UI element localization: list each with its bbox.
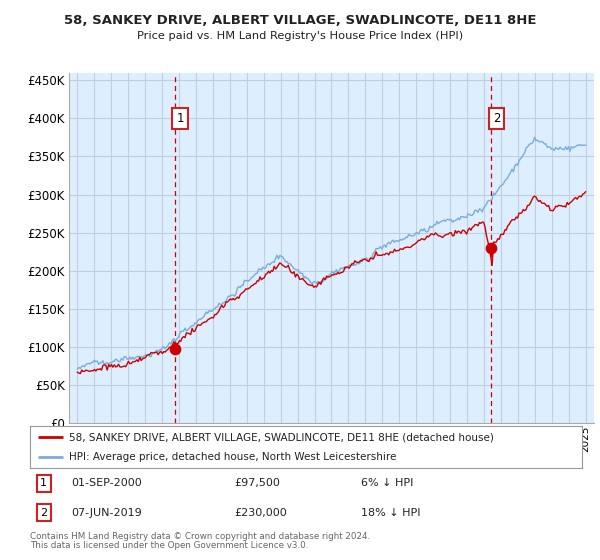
Text: 1: 1 <box>40 478 47 488</box>
Text: 18% ↓ HPI: 18% ↓ HPI <box>361 508 421 518</box>
Text: £97,500: £97,500 <box>234 478 280 488</box>
Text: 01-SEP-2000: 01-SEP-2000 <box>71 478 142 488</box>
Text: HPI: Average price, detached house, North West Leicestershire: HPI: Average price, detached house, Nort… <box>68 452 396 462</box>
Text: £230,000: £230,000 <box>234 508 287 518</box>
Text: Contains HM Land Registry data © Crown copyright and database right 2024.: Contains HM Land Registry data © Crown c… <box>30 532 370 541</box>
Text: 07-JUN-2019: 07-JUN-2019 <box>71 508 142 518</box>
Text: 58, SANKEY DRIVE, ALBERT VILLAGE, SWADLINCOTE, DE11 8HE: 58, SANKEY DRIVE, ALBERT VILLAGE, SWADLI… <box>64 14 536 27</box>
Text: 1: 1 <box>176 112 184 125</box>
Text: 6% ↓ HPI: 6% ↓ HPI <box>361 478 413 488</box>
Text: 58, SANKEY DRIVE, ALBERT VILLAGE, SWADLINCOTE, DE11 8HE (detached house): 58, SANKEY DRIVE, ALBERT VILLAGE, SWADLI… <box>68 432 494 442</box>
Text: This data is licensed under the Open Government Licence v3.0.: This data is licensed under the Open Gov… <box>30 541 308 550</box>
Text: 2: 2 <box>493 112 500 125</box>
Text: Price paid vs. HM Land Registry's House Price Index (HPI): Price paid vs. HM Land Registry's House … <box>137 31 463 41</box>
Point <box>170 344 179 353</box>
Point <box>487 243 496 252</box>
Text: 2: 2 <box>40 508 47 518</box>
